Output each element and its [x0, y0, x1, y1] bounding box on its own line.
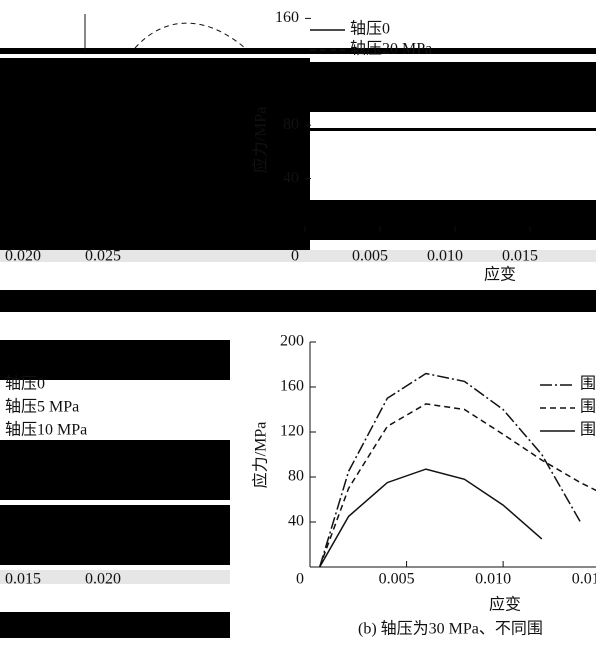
legend-label: 围: [580, 421, 596, 439]
legend-label: 围: [580, 398, 596, 416]
legend-label: 围: [580, 375, 596, 393]
y-tick-label: 160: [280, 378, 304, 395]
legend-label: 轴压0: [350, 20, 390, 38]
glitch-block: [0, 505, 230, 565]
x-tick-label: 0: [291, 248, 299, 265]
caption: (b) 轴压为30 MPa、不同围: [358, 620, 543, 638]
fragment-text: 0.015: [5, 571, 41, 588]
glitch-curve: [135, 23, 245, 48]
x-axis-label: 应变: [489, 595, 521, 614]
y-tick-label: 80: [288, 468, 304, 485]
y-tick-label: 120: [280, 423, 304, 440]
glitch-block: [0, 48, 596, 54]
y-tick-label: 200: [280, 333, 304, 350]
x-tick-label: 0.005: [352, 248, 388, 265]
glitch-block: [0, 290, 596, 312]
x-tick-label: 0.015: [502, 248, 538, 265]
fragment-text: 轴压5 MPa: [5, 398, 79, 416]
y-tick-label: 160: [275, 9, 299, 26]
y-axis-label: 应力/MPa: [251, 107, 270, 174]
glitch-block: [0, 340, 230, 380]
glitch-block: [0, 440, 230, 500]
glitch-block: [310, 200, 596, 240]
x-tick-label: 0.005: [379, 571, 415, 588]
x-tick-label: 0.010: [427, 248, 463, 265]
glitch-block: [0, 612, 230, 638]
glitch-block: [310, 128, 596, 131]
y-axis-label: 应力/MPa: [251, 422, 270, 489]
x-axis-label: 应变: [484, 265, 516, 284]
y-tick-label: 40: [283, 169, 299, 186]
fragment-text: 0.020: [85, 571, 121, 588]
x-tick-label: 0: [296, 571, 304, 588]
fragment-text: 轴压10 MPa: [5, 421, 87, 439]
figure: 160804000.0050.0100.015应变应力/MPa轴压0轴压20 M…: [0, 0, 596, 658]
y-tick-label: 40: [288, 513, 304, 530]
fragment-text: 0.020: [5, 248, 41, 265]
x-tick-label: 0.010: [475, 571, 511, 588]
fragment-text: 轴压0: [5, 375, 45, 393]
fragment-text: 0.025: [85, 248, 121, 265]
legend-label: 轴压20 MPa: [350, 40, 432, 58]
glitch-block: [310, 62, 596, 112]
x-tick-label: 0.015: [572, 571, 596, 588]
page: 160804000.0050.0100.015应变应力/MPa轴压0轴压20 M…: [0, 0, 596, 658]
y-tick-label: 80: [283, 116, 299, 133]
